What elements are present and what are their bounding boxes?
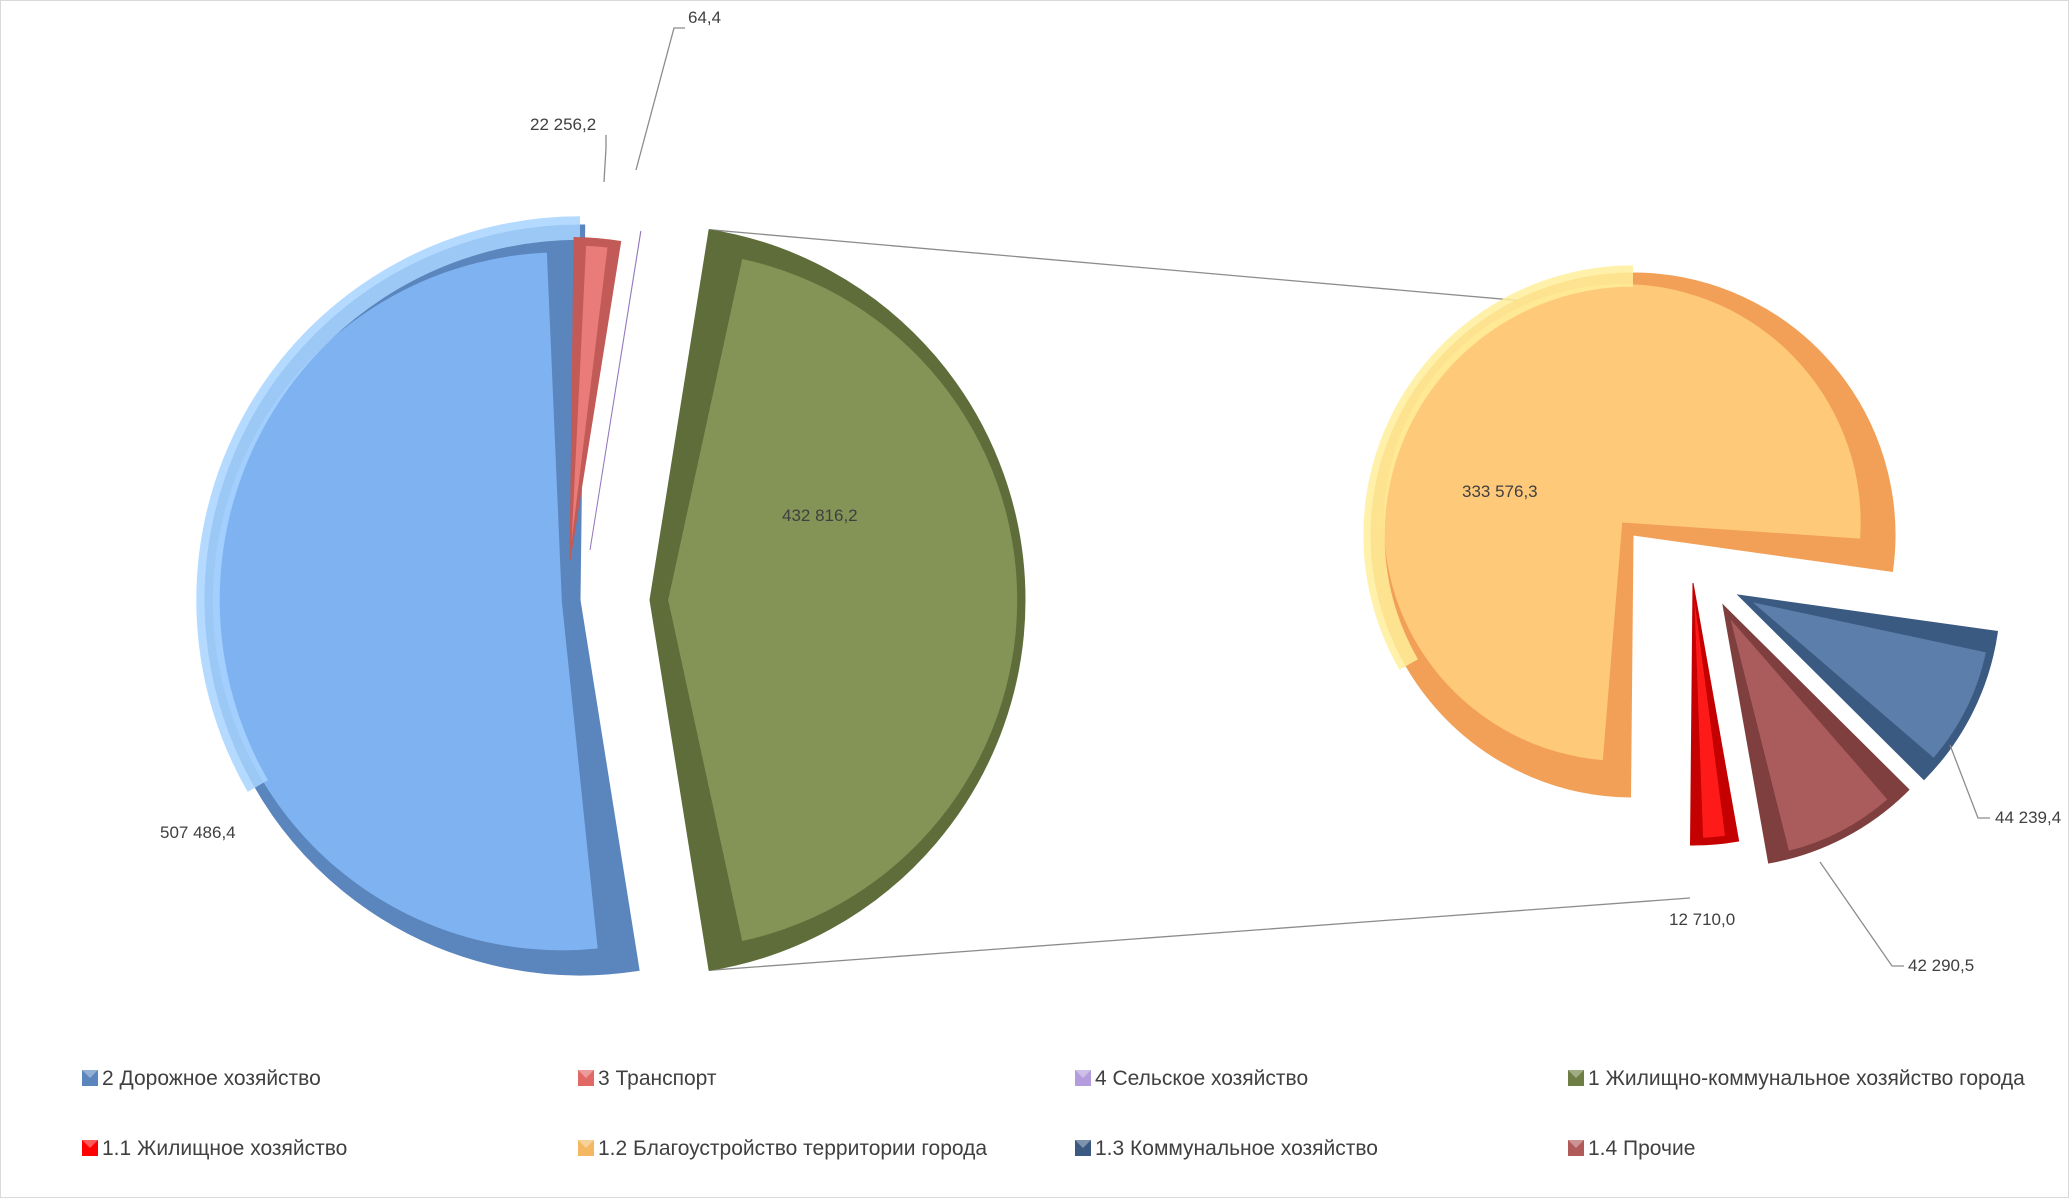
secondary-pie: [1363, 265, 1999, 864]
legend-swatch: [578, 1140, 594, 1156]
sec-slice-1-1-жилищное-хозяйство: [1690, 582, 1740, 846]
legend-label: 2 Дорожное хозяйство: [102, 1067, 321, 1090]
legend-label: 1.3 Коммунальное хозяйство: [1095, 1137, 1378, 1160]
leader-1-3-коммунальное-хозяйство: [1949, 744, 1990, 819]
data-label-4-сельское-хозяйство: 64,4: [688, 8, 721, 27]
main-slice-2-дорожное-хозяйство: [196, 216, 640, 976]
data-label-1-4-прочие: 42 290,5: [1908, 956, 1974, 975]
data-label-3-транспорт: 22 256,2: [530, 115, 596, 134]
data-label-1-3-коммунальное-хозяйство: 44 239,4: [1995, 808, 2061, 827]
sec-slice-1-4-прочие: [1722, 603, 1910, 864]
data-label-1-1-жилищное-хозяйство: 12 710,0: [1669, 910, 1735, 929]
leader-3-транспорт: [603, 135, 607, 183]
legend-item-2-дорожное-хозяйство: 2 Дорожное хозяйство: [82, 1067, 321, 1090]
legend-swatch: [1568, 1070, 1584, 1086]
legend-item-1-3-коммунальное-хозяйство: 1.3 Коммунальное хозяйство: [1075, 1137, 1378, 1160]
legend-label: 3 Транспорт: [598, 1067, 717, 1090]
legend-swatch: [1568, 1140, 1584, 1156]
data-label-2-дорожное-хозяйство: 507 486,4: [160, 823, 236, 842]
leader-4-сельское-хозяйство: [635, 27, 685, 171]
leader-1-4-прочие: [1819, 861, 1904, 967]
legend: 2 Дорожное хозяйство 3 Транспорт 4 Сельско…: [82, 1067, 2025, 1160]
sec-slice-1-3-коммунальное-хозяйство: [1736, 594, 1999, 781]
legend-item-3-транспорт: 3 Транспорт: [578, 1067, 717, 1090]
legend-swatch: [1075, 1070, 1091, 1086]
data-label-1-2-благоустройство-территории-города: 333 576,3: [1462, 482, 1538, 501]
legend-label: 1 Жилищно-коммунальное хозяйство города: [1588, 1067, 2025, 1090]
legend-item-1-жилищно-коммунальное-хозяйство-города: 1 Жилищно-коммунальное хозяйство города: [1568, 1067, 2025, 1090]
connector-line-top: [709, 229, 1651, 313]
legend-label: 1.4 Прочие: [1588, 1137, 1695, 1160]
main-slice-4-сельское-хозяйство: [589, 230, 642, 551]
data-labels: 507 486,4 22 256,2 64,4 432 816,2 333 576,3 4…: [160, 8, 2061, 975]
leader-lines: [603, 27, 1990, 967]
legend-swatch: [1075, 1140, 1091, 1156]
main-slice-1-жилищно-коммунальное-хозяйство-города: [649, 229, 1026, 971]
legend-item-1-1-жилищное-хозяйство: 1.1 Жилищное хозяйство: [82, 1137, 347, 1160]
connector-lines: [709, 229, 1691, 971]
legend-label: 1.2 Благоустройство территории города: [598, 1137, 987, 1160]
legend-swatch: [82, 1140, 98, 1156]
legend-item-1-2-благоустройство-территории-города: 1.2 Благоустройство территории города: [578, 1137, 987, 1160]
legend-swatch: [82, 1070, 98, 1086]
legend-label: 4 Сельское хозяйство: [1095, 1067, 1308, 1090]
data-label-1-жилищно-коммунальное-хозяйство-города: 432 816,2: [782, 506, 858, 525]
connector-line-bottom: [709, 897, 1691, 971]
main-slice-3-транспорт: [569, 237, 622, 561]
legend-label: 1.1 Жилищное хозяйство: [102, 1137, 347, 1160]
sec-slice-1-2-благоустройство-территории-города: [1363, 265, 1896, 798]
legend-swatch: [578, 1070, 594, 1086]
legend-item-4-сельское-хозяйство: 4 Сельское хозяйство: [1075, 1067, 1308, 1090]
legend-item-1-4-прочие: 1.4 Прочие: [1568, 1137, 1695, 1160]
main-pie: [196, 216, 1026, 976]
